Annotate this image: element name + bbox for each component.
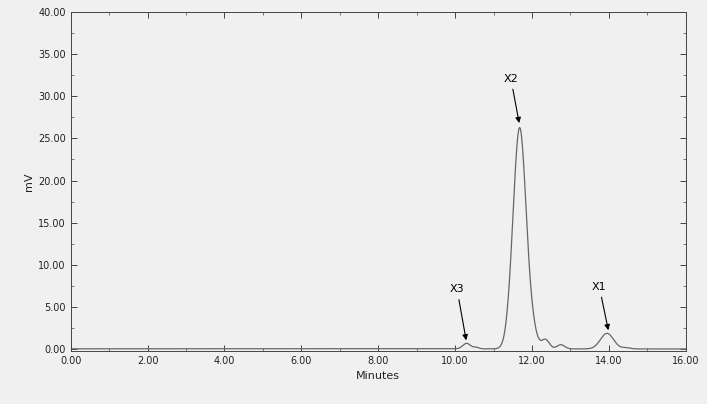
Text: X1: X1: [592, 282, 609, 329]
Text: X2: X2: [503, 74, 520, 122]
Y-axis label: mV: mV: [24, 173, 34, 191]
Text: X3: X3: [450, 284, 467, 339]
X-axis label: Minutes: Minutes: [356, 370, 400, 381]
